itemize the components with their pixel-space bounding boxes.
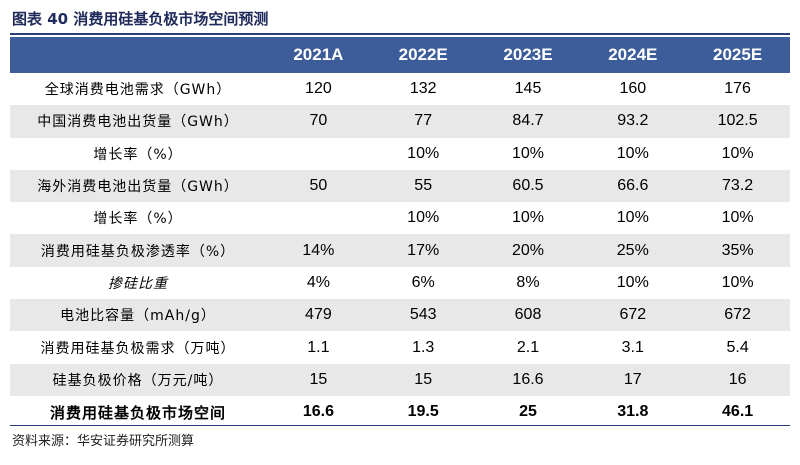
table-cell: 672	[685, 299, 790, 332]
table-cell: 66.6	[580, 169, 686, 203]
row-label: 掺硅比重	[108, 275, 168, 292]
table-row-total: 消费用硅基负极市场空间 16.6 19.5 25 31.8 46.1	[10, 396, 790, 428]
table-cell: 20%	[475, 234, 581, 267]
table-cell: 10%	[616, 209, 649, 227]
table-cell: 25	[519, 403, 537, 421]
top-rule	[10, 33, 790, 35]
table-cell: 73.2	[685, 169, 790, 203]
table-cell: 1.3	[412, 338, 435, 356]
table-cell: 479	[266, 299, 371, 332]
table-row: 电池比容量（mAh/g） 479 543 608 672 672	[10, 299, 790, 332]
table-cell: 55	[370, 169, 476, 203]
table-cell: 102.5	[685, 105, 790, 138]
row-label: 全球消费电池需求（GWh）	[44, 82, 232, 99]
table-cell: 10%	[616, 273, 649, 291]
header-cell-2022e: 2022E	[370, 37, 476, 73]
table-cell: 543	[370, 299, 476, 332]
row-label: 海外消费电池出货量（GWh）	[10, 169, 266, 203]
row-label: 增长率（%）	[93, 146, 183, 163]
table-row: 增长率（%） 10% 10% 10% 10%	[10, 202, 790, 234]
table-cell: 15	[266, 363, 371, 396]
table-cell: 50	[266, 169, 371, 203]
table-cell: 15	[370, 363, 476, 396]
table-cell: 35%	[685, 234, 790, 267]
table-cell	[266, 138, 371, 170]
row-label: 硅基负极价格（万元/吨）	[10, 363, 266, 396]
table-cell: 10%	[616, 144, 649, 162]
table-cell: 10%	[721, 273, 754, 291]
header-cell-corner	[10, 37, 266, 73]
table-cell: 3.1	[621, 338, 644, 356]
row-label: 增长率（%）	[93, 211, 183, 228]
table-title: 图表 40 消费用硅基负极市场空间预测	[12, 10, 269, 28]
table-row: 硅基负极价格（万元/吨） 15 15 16.6 17 16	[10, 363, 790, 396]
table-row: 全球消费电池需求（GWh） 120 132 145 160 176	[10, 73, 790, 105]
row-label: 消费用硅基负极需求（万吨）	[40, 340, 236, 357]
table-row: 消费用硅基负极渗透率（%） 14% 17% 20% 25% 35%	[10, 234, 790, 267]
table-row: 增长率（%） 10% 10% 10% 10%	[10, 138, 790, 170]
table-row: 消费用硅基负极需求（万吨） 1.1 1.3 2.1 3.1 5.4	[10, 331, 790, 363]
header-cell-2024e: 2024E	[580, 37, 686, 73]
table-cell: 4%	[306, 273, 330, 291]
table-cell: 10%	[407, 209, 440, 227]
table-row: 掺硅比重 4% 6% 8% 10% 10%	[10, 267, 790, 299]
table-cell: 84.7	[475, 105, 581, 138]
table-row: 海外消费电池出货量（GWh） 50 55 60.5 66.6 73.2	[10, 169, 790, 203]
table-cell: 10%	[511, 209, 544, 227]
table-cell: 14%	[266, 234, 371, 267]
header-row: 2021A 2022E 2023E 2024E 2025E	[10, 37, 790, 73]
table-cell: 145	[514, 80, 542, 98]
table-cell: 25%	[580, 234, 686, 267]
table-cell: 10%	[721, 209, 754, 227]
table-cell: 10%	[511, 144, 544, 162]
table-cell: 16.6	[475, 363, 581, 396]
table-cell: 672	[580, 299, 686, 332]
bottom-rule	[10, 425, 790, 426]
table-row: 中国消费电池出货量（GWh） 70 77 84.7 93.2 102.5	[10, 105, 790, 138]
table-cell: 17	[580, 363, 686, 396]
table-cell: 5.4	[726, 338, 749, 356]
table-cell: 19.5	[407, 403, 439, 421]
table-cell: 608	[475, 299, 581, 332]
table-cell: 31.8	[617, 403, 649, 421]
table-cell: 77	[370, 105, 476, 138]
table-cell: 46.1	[722, 403, 754, 421]
forecast-table: 2021A 2022E 2023E 2024E 2025E 全球消费电池需求（G…	[10, 37, 790, 428]
table-cell: 16.6	[302, 403, 334, 421]
table-cell: 176	[724, 80, 751, 98]
table-cell: 10%	[721, 144, 754, 162]
table-cell: 16	[685, 363, 790, 396]
row-label: 电池比容量（mAh/g）	[10, 299, 266, 332]
table-cell: 70	[266, 105, 371, 138]
source-note: 资料来源：华安证券研究所测算	[12, 434, 195, 449]
row-label: 中国消费电池出货量（GWh）	[10, 105, 266, 138]
table-cell: 6%	[411, 273, 435, 291]
table-cell: 160	[619, 80, 647, 98]
table-cell: 17%	[370, 234, 476, 267]
table-cell: 10%	[407, 144, 440, 162]
table-cell: 1.1	[307, 338, 330, 356]
table-cell: 60.5	[475, 169, 581, 203]
table-cell	[266, 202, 371, 234]
header-cell-2023e: 2023E	[475, 37, 581, 73]
table-cell: 2.1	[516, 338, 540, 356]
row-label: 消费用硅基负极市场空间	[49, 403, 226, 422]
header-cell-2021a: 2021A	[266, 37, 371, 73]
table-cell: 120	[305, 80, 332, 98]
header-cell-2025e: 2025E	[685, 37, 790, 73]
table-cell: 132	[409, 80, 437, 98]
row-label: 消费用硅基负极渗透率（%）	[10, 234, 266, 267]
table-cell: 8%	[516, 273, 540, 291]
table-cell: 93.2	[580, 105, 686, 138]
